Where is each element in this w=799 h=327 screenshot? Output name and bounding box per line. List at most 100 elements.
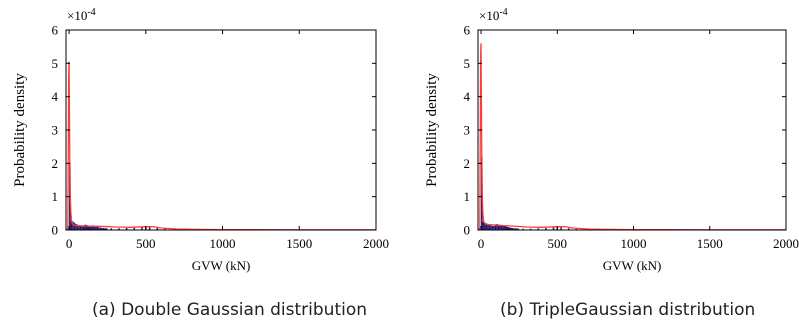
x-tick-label: 0	[66, 236, 73, 251]
histogram-bar	[78, 225, 80, 230]
axes-frame	[65, 29, 377, 231]
x-tick-label: 500	[548, 236, 568, 251]
histogram-bar	[503, 225, 506, 230]
histogram-bar	[490, 225, 492, 230]
histogram-bar	[497, 224, 500, 230]
histogram-bar	[85, 225, 88, 230]
histogram-bar	[84, 224, 86, 230]
histogram-bar	[102, 228, 105, 230]
chart-panel-b: 0 500 1000 1500 2000 0 1 2 3 4 5 6 ×10-4 GVW (kN) Prob…	[424, 7, 799, 273]
histogram-bar	[514, 228, 517, 230]
caption-double-gaussian: (a) Double Gaussian distribution	[92, 300, 368, 320]
histogram-bar	[500, 226, 503, 230]
histogram-bar	[487, 224, 489, 230]
histogram-bar	[95, 226, 97, 230]
histogram-bar	[118, 228, 120, 230]
histogram-bar	[156, 228, 159, 230]
x-tick-label: 1500	[286, 236, 312, 251]
y-tick-label: 2	[52, 156, 59, 171]
histogram-bar	[79, 226, 82, 230]
histogram-bar	[502, 226, 504, 230]
histogram-bar	[545, 228, 547, 230]
x-axis-label: GVW (kN)	[192, 258, 251, 273]
histogram-bar	[505, 226, 507, 230]
x-tick-label: 2000	[773, 236, 799, 251]
histogram-bar	[560, 227, 562, 230]
chart-panel-a: 0 500 1000 1500 2000 0 1 2 3 4 5 6 ×10-4 GVW (kN) Prob…	[12, 7, 389, 273]
histogram-bar	[110, 228, 113, 230]
histogram-bar	[499, 225, 501, 230]
histogram-bar	[484, 222, 486, 230]
histogram-bar	[485, 223, 488, 230]
y-multiplier-label: ×10-4	[479, 7, 508, 23]
y-tick-label: 5	[52, 56, 59, 71]
histogram-bar	[506, 227, 509, 230]
histogram-bar	[148, 227, 151, 230]
histogram-bar	[101, 228, 103, 230]
histogram-bar	[141, 227, 143, 230]
histogram-bar	[529, 228, 532, 230]
y-axis-label: Probability density	[424, 73, 440, 187]
histogram-bar	[488, 224, 491, 230]
histogram-bar	[517, 228, 520, 230]
histogram-bar	[81, 226, 83, 230]
y-tick-label: 0	[52, 223, 59, 238]
x-tick-label: 2000	[363, 236, 389, 251]
histogram-bar	[567, 228, 570, 230]
histogram-bar	[89, 226, 91, 230]
histogram-bar	[98, 227, 100, 230]
y-multiplier-label: ×10-4	[67, 7, 96, 23]
x-tick-label: 1000	[621, 236, 647, 251]
y-tick-label: 3	[464, 123, 471, 138]
histogram-bar	[494, 225, 497, 230]
histogram-bar	[133, 227, 136, 230]
y-tick-label: 4	[52, 89, 59, 104]
histogram-bar	[510, 227, 512, 230]
histogram-bar	[511, 228, 514, 230]
histogram-bar	[552, 227, 555, 230]
histogram-bar	[96, 227, 99, 230]
y-tick-label: 5	[464, 56, 471, 71]
histogram-bar	[87, 225, 90, 230]
histogram-bar	[513, 228, 515, 230]
histogram-bar	[125, 228, 128, 230]
histogram-bar	[508, 227, 511, 230]
fit-curve	[479, 43, 786, 231]
x-tick-label: 1000	[210, 236, 236, 251]
histogram-bar	[482, 221, 485, 230]
histogram-bar	[76, 224, 79, 230]
y-tick-label: 1	[464, 189, 471, 204]
histogram-bar	[93, 226, 96, 230]
y-tick-label: 0	[464, 223, 471, 238]
axes-frame	[477, 29, 787, 231]
histogram-bar	[522, 228, 524, 230]
y-tick-label: 1	[52, 189, 59, 204]
caption-triple-gaussian: (b) TripleGaussian distribution	[500, 300, 756, 320]
histogram-bar	[82, 225, 85, 230]
histogram-bar	[75, 224, 77, 230]
histogram-bar	[516, 228, 518, 230]
y-axis-label: Probability density	[12, 73, 28, 187]
histogram-bar	[537, 228, 539, 230]
x-tick-label: 0	[478, 236, 485, 251]
y-tick-label: 2	[464, 156, 471, 171]
y-tick-label: 4	[464, 89, 471, 104]
histogram-bar	[70, 220, 73, 230]
histogram-bar	[105, 228, 108, 230]
y-tick-label: 3	[52, 123, 59, 138]
histogram-bar	[73, 222, 76, 230]
histogram-bar	[491, 226, 494, 230]
fit-curve	[67, 61, 376, 231]
histogram-bar	[90, 226, 93, 230]
x-tick-label: 1500	[697, 236, 723, 251]
y-tick-label: 6	[464, 23, 471, 38]
histogram-bar	[496, 224, 498, 230]
histogram-bar	[104, 228, 106, 230]
histogram-bar	[72, 221, 74, 230]
x-axis-label: GVW (kN)	[603, 258, 662, 273]
y-tick-label: 6	[52, 23, 59, 38]
x-tick-label: 500	[136, 236, 156, 251]
histogram-bar	[164, 228, 166, 230]
histogram-bar	[493, 226, 495, 230]
